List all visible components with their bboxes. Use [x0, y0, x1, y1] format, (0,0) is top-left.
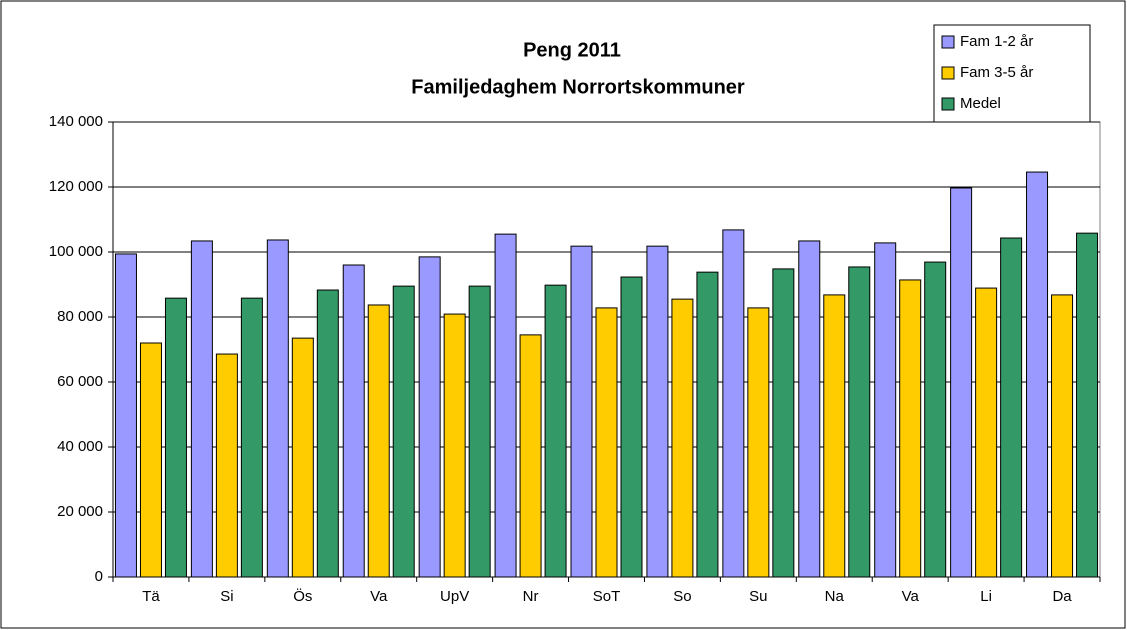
y-tick-label: 140 000	[49, 113, 103, 130]
legend-box	[933, 24, 1091, 123]
legend-swatch	[941, 97, 955, 111]
bar	[975, 287, 998, 578]
bar	[747, 307, 770, 578]
x-tick-label: SoT	[593, 588, 621, 605]
legend-swatch	[941, 35, 955, 49]
x-tick-label: Da	[1052, 588, 1072, 605]
x-tick-label: Li	[980, 588, 992, 605]
bar	[874, 242, 897, 578]
legend-swatch	[941, 66, 955, 80]
bar	[443, 313, 466, 578]
bar	[342, 264, 365, 578]
bar	[544, 284, 567, 578]
bar	[1076, 232, 1099, 578]
bar	[899, 279, 922, 578]
bar	[291, 337, 314, 578]
bar	[823, 294, 846, 578]
bar	[190, 240, 213, 578]
legend-label: Fam 1-2 år	[960, 33, 1033, 50]
x-tick-label: Na	[825, 588, 845, 605]
bar	[772, 268, 795, 578]
bar	[418, 256, 441, 578]
x-tick-label: Si	[220, 588, 233, 605]
bar	[1051, 294, 1074, 578]
y-tick-label: 80 000	[57, 308, 103, 325]
bar	[266, 239, 289, 578]
bar	[1000, 237, 1023, 578]
bar	[722, 229, 745, 578]
x-tick-label: Va	[902, 588, 920, 605]
bar	[595, 307, 618, 578]
y-tick-label: 120 000	[49, 178, 103, 195]
bar	[671, 298, 694, 578]
chart-title: Peng 2011	[523, 39, 621, 61]
bar	[1026, 171, 1049, 578]
bar	[620, 276, 643, 578]
x-tick-label: Ös	[293, 587, 312, 605]
y-tick-label: 20 000	[57, 503, 103, 520]
bar	[494, 233, 517, 578]
bar	[570, 245, 593, 578]
x-tick-label: Va	[370, 588, 388, 605]
bar	[848, 266, 871, 578]
x-tick-label: So	[673, 588, 691, 605]
y-tick-label: 0	[95, 568, 103, 585]
legend-label: Medel	[960, 95, 1001, 112]
bar	[696, 271, 719, 578]
bar	[240, 297, 263, 578]
bar	[139, 342, 162, 578]
bar	[468, 285, 491, 578]
y-tick-label: 40 000	[57, 438, 103, 455]
bar	[950, 187, 973, 578]
y-tick-label: 100 000	[49, 243, 103, 260]
bar	[646, 245, 669, 578]
bar	[215, 353, 238, 578]
x-tick-label: Tä	[142, 588, 160, 605]
chart-subtitle: Familjedaghem Norrortskommuner	[411, 76, 745, 98]
bar	[924, 261, 947, 578]
bar	[367, 304, 390, 578]
x-tick-label: Su	[749, 588, 767, 605]
x-tick-label: UpV	[440, 588, 469, 605]
x-tick-label: Nr	[523, 588, 539, 605]
bar	[798, 240, 821, 578]
bar	[392, 285, 415, 578]
bar	[114, 253, 137, 578]
y-tick-label: 60 000	[57, 373, 103, 390]
bar	[316, 289, 339, 578]
legend-label: Fam 3-5 år	[960, 64, 1033, 81]
bar	[164, 297, 187, 578]
bar	[519, 334, 542, 578]
